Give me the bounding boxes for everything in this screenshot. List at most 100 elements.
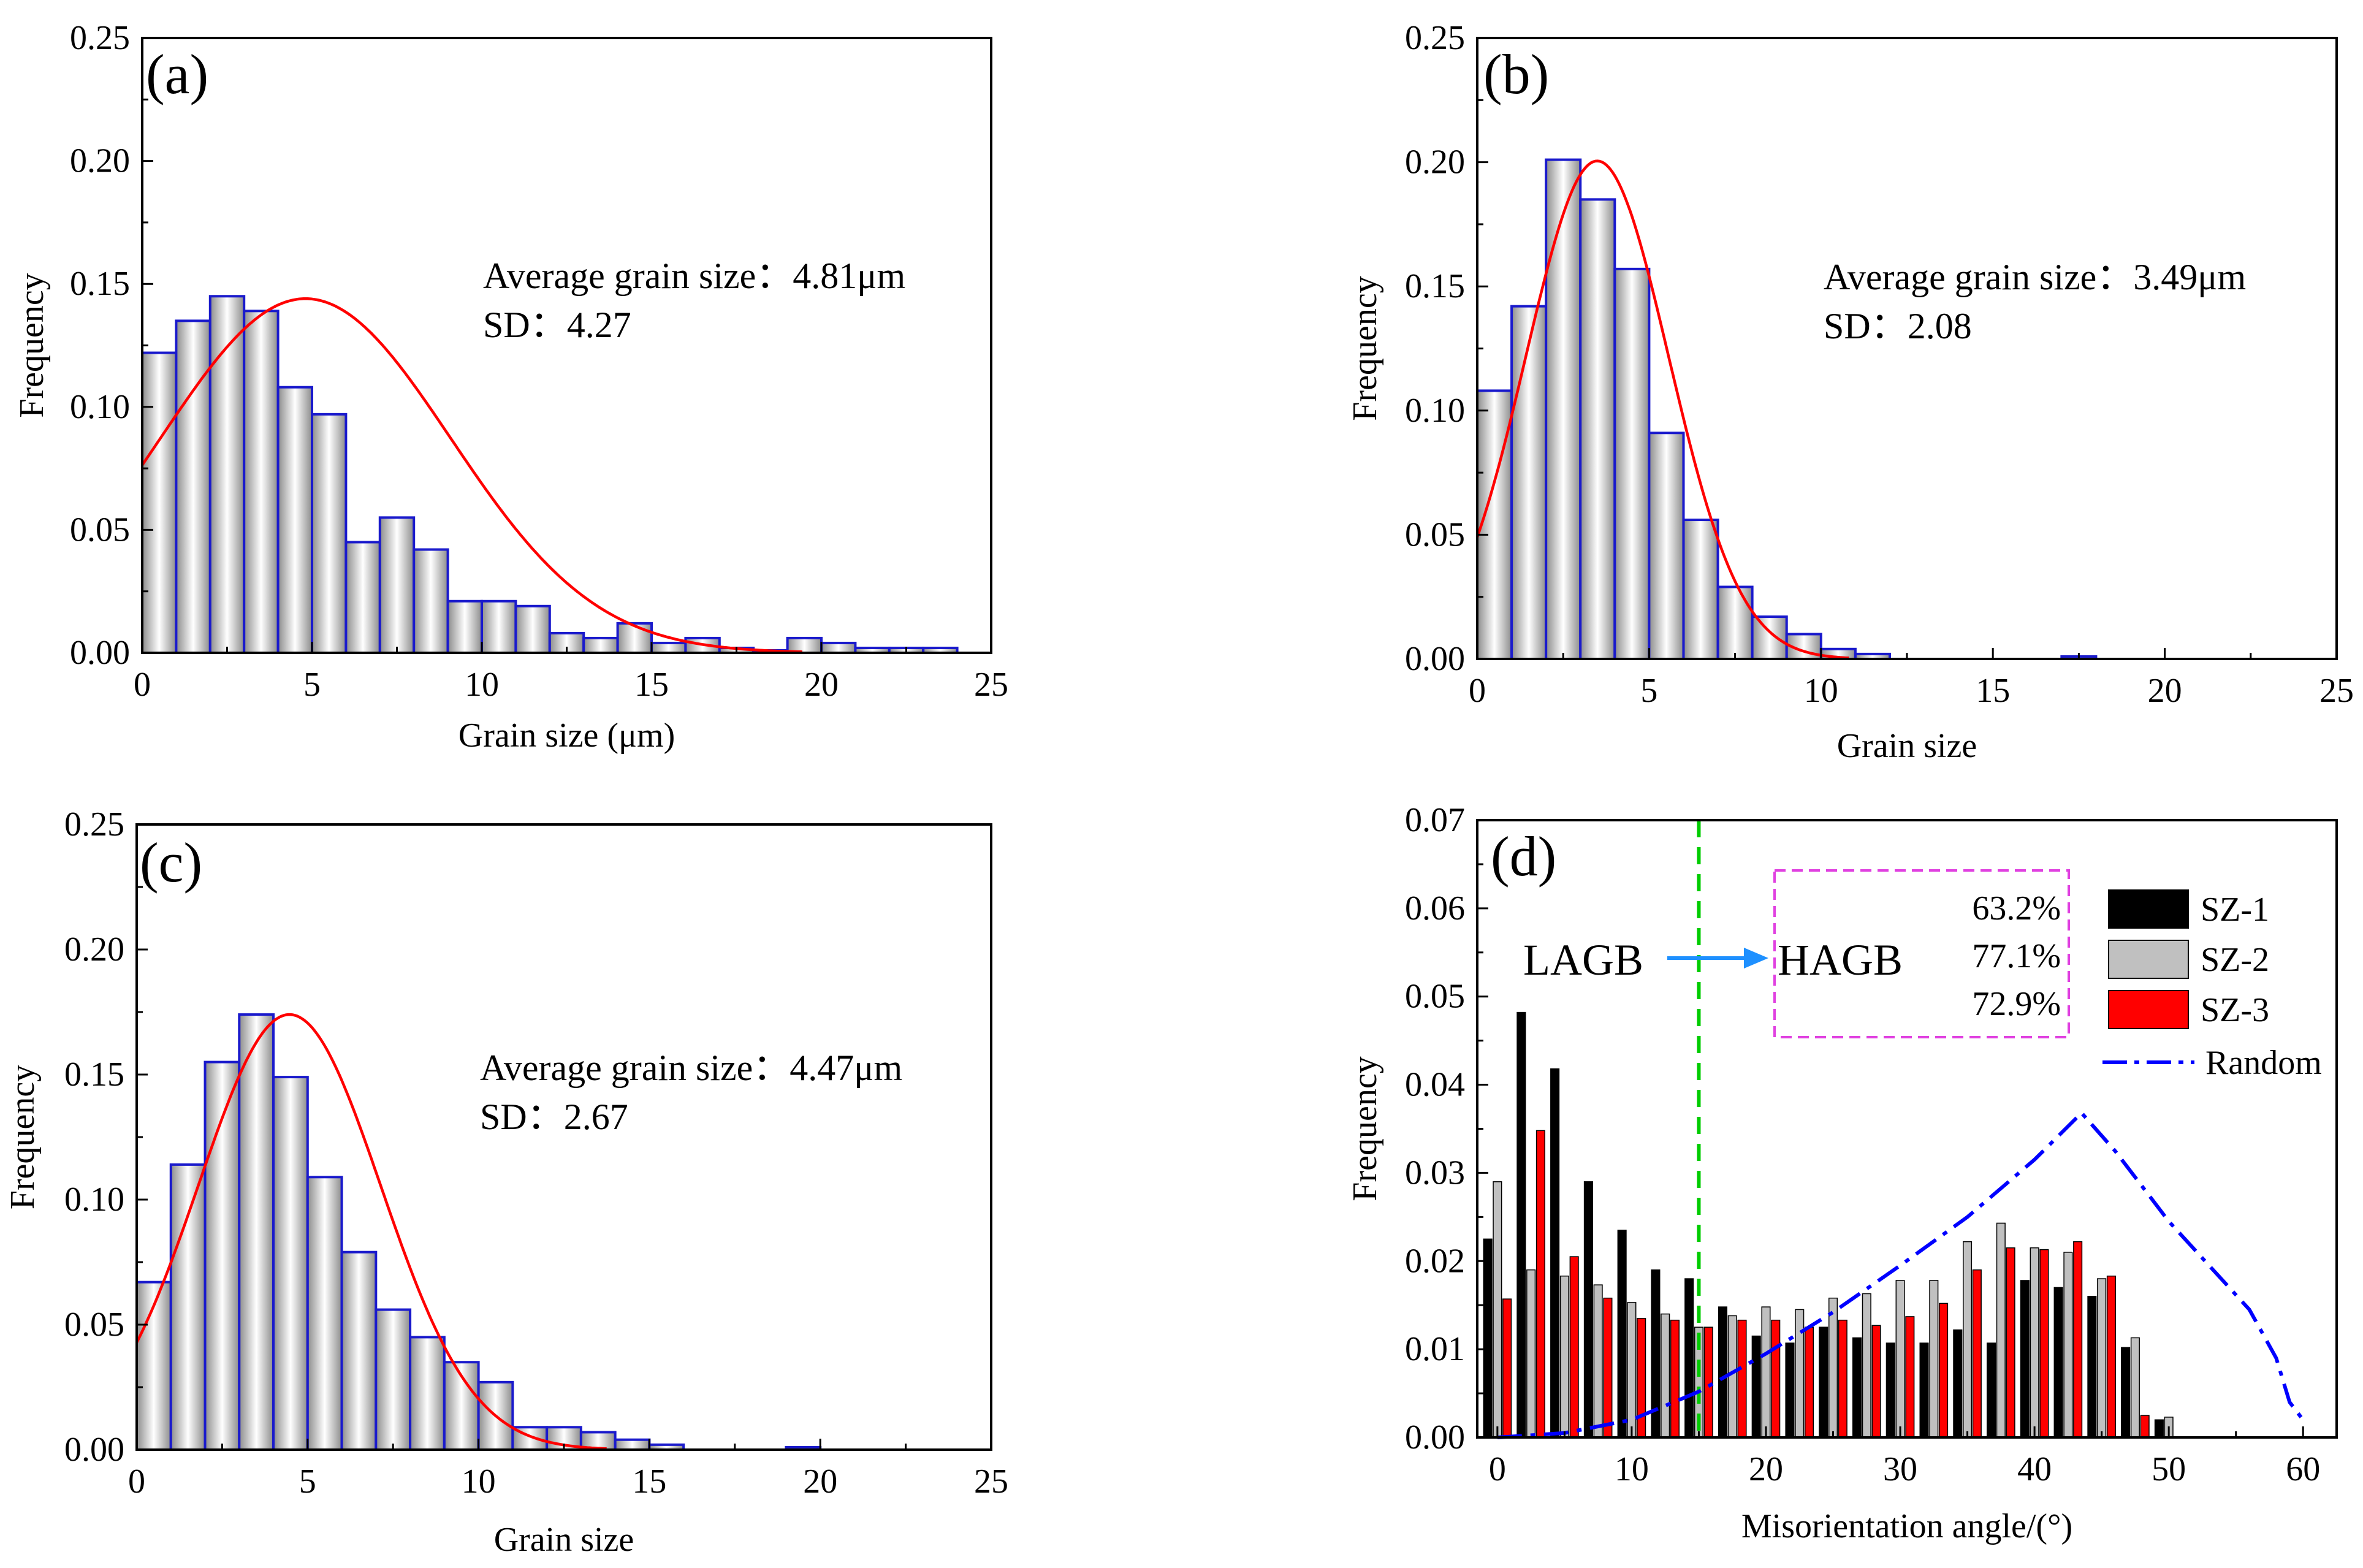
x-tick-label: 15 (632, 1463, 666, 1501)
histogram-bar (141, 351, 178, 654)
y-tick-label: 0.10 (70, 388, 130, 426)
histogram-bar (238, 1013, 275, 1451)
y-tick-label: 0.00 (64, 1431, 124, 1469)
x-tick-label: 0 (134, 666, 151, 704)
bar-sz-2 (1996, 1222, 2006, 1438)
x-tick-label: 15 (634, 666, 669, 704)
x-axis-label: Grain size (494, 1521, 634, 1559)
bar-sz-2 (2063, 1252, 2073, 1438)
histogram-bar (1751, 615, 1788, 661)
y-axis-label: Frequency (13, 273, 51, 417)
histogram-bar (1579, 198, 1616, 660)
bar-sz-1 (1953, 1329, 1963, 1438)
bar-sz-2 (1895, 1280, 1905, 1438)
bar-sz-2 (2130, 1337, 2140, 1438)
lagb-label: LAGB (1523, 935, 1643, 984)
bar-sz-1 (1852, 1337, 1862, 1438)
histogram-bar (1716, 585, 1754, 661)
bar-sz-2 (1929, 1280, 1939, 1438)
bar-sz-1 (2053, 1287, 2063, 1438)
panel-d: 0 10 20 30 40 50 60 0.00 0.01 0.02 0.03 0.04 0.05 0.0… (1346, 801, 2338, 1545)
x-tick-label: 25 (974, 1463, 1008, 1501)
hagb-fraction: 77.1% (1972, 937, 2061, 975)
hagb-fraction: 63.2% (1972, 889, 2061, 927)
bar-sz-3 (1939, 1303, 1949, 1438)
bar-sz-3 (1771, 1319, 1781, 1438)
bar-sz-1 (2020, 1280, 2030, 1438)
hagb-fraction-box (1773, 869, 2070, 1038)
x-tick-label: 0 (1469, 672, 1486, 710)
x-tick-label: 50 (2152, 1450, 2186, 1488)
panel-label: (a) (146, 43, 208, 105)
x-tick-label: 20 (2148, 672, 2182, 710)
bar-sz-3 (1871, 1325, 1881, 1438)
histogram-bar (175, 319, 211, 654)
bar-sz-3 (2073, 1241, 2083, 1438)
bar-sz-3 (2106, 1275, 2116, 1438)
histogram-bar (446, 599, 483, 654)
y-tick-label: 0.25 (70, 19, 130, 57)
bar-sz-3 (1972, 1269, 1982, 1438)
y-tick-label: 0.15 (64, 1056, 124, 1094)
histogram-bar (375, 1308, 412, 1452)
y-tick-label: 0.20 (64, 931, 124, 969)
legend-swatch-sz-2 (2108, 940, 2189, 979)
histogram-bar (344, 541, 381, 655)
bar-sz-3 (1569, 1256, 1579, 1438)
x-tick-label: 5 (299, 1463, 316, 1501)
y-tick-label: 0.20 (1405, 143, 1465, 181)
histogram-bar (409, 1336, 446, 1451)
bar-sz-2 (1661, 1313, 1670, 1438)
y-axis-label: Frequency (1346, 276, 1384, 421)
histogram-bar (311, 413, 348, 654)
histogram-bar (1613, 267, 1651, 660)
bar-sz-3 (1737, 1319, 1747, 1438)
bar-sz-1 (2121, 1347, 2131, 1438)
histogram-bar (1648, 432, 1685, 660)
y-tick-label: 0.15 (70, 265, 130, 303)
y-tick-label: 0.05 (70, 511, 130, 549)
bar-sz-3 (2006, 1247, 2015, 1438)
arrow-head (1744, 948, 1768, 969)
histogram-bar (514, 604, 551, 654)
x-tick-label: 10 (462, 1463, 496, 1501)
histogram-bar (650, 641, 687, 655)
y-tick-label: 0.06 (1405, 889, 1465, 927)
x-tick-label: 15 (1976, 672, 2010, 710)
bar-sz-2 (1727, 1315, 1737, 1438)
annotation-line: Average grain size：3.49μm (1824, 257, 2246, 297)
panel-a: 0 5 10 15 20 25 0.00 0.05 0.10 0.15 0.20 0.25 Grain … (13, 19, 1008, 755)
annotation-line: SD：2.67 (480, 1097, 628, 1137)
histogram-bar (582, 636, 619, 654)
normal-fit-curve (135, 1013, 607, 1450)
histogram-bar (272, 1076, 309, 1451)
histogram-bar (378, 516, 416, 655)
bar-sz-3 (1905, 1316, 1915, 1438)
histogram-bar (1510, 305, 1548, 660)
bar-sz-1 (1718, 1306, 1727, 1438)
panel-label: (c) (140, 831, 202, 894)
bar-sz-3 (2140, 1415, 2150, 1438)
panel-b: 0 5 10 15 20 25 0.00 0.05 0.10 0.15 0.20 0.25 Grain … (1346, 19, 2354, 765)
x-tick-label: 10 (465, 666, 499, 704)
legend-label: SZ-1 (2201, 891, 2269, 929)
y-tick-label: 0.00 (1405, 1418, 1465, 1456)
bar-sz-1 (1785, 1342, 1795, 1438)
x-tick-label: 5 (1640, 672, 1657, 710)
bar-sz-2 (1593, 1284, 1603, 1438)
bar-sz-3 (2039, 1249, 2049, 1438)
bar-sz-3 (1603, 1297, 1613, 1438)
x-tick-label: 40 (2017, 1450, 2052, 1488)
histogram-bar (306, 1176, 343, 1452)
x-tick-label: 20 (804, 666, 839, 704)
y-tick-label: 0.03 (1405, 1154, 1465, 1192)
histogram-bar (616, 622, 653, 655)
hagb-fraction: 72.9% (1972, 985, 2061, 1023)
bar-sz-1 (1987, 1342, 1996, 1438)
bar-sz-1 (1516, 1011, 1526, 1438)
x-axis-label: Grain size (1837, 727, 1977, 765)
y-tick-label: 0.25 (64, 805, 124, 843)
bar-sz-1 (1684, 1278, 1694, 1438)
plot-frame (141, 37, 992, 654)
